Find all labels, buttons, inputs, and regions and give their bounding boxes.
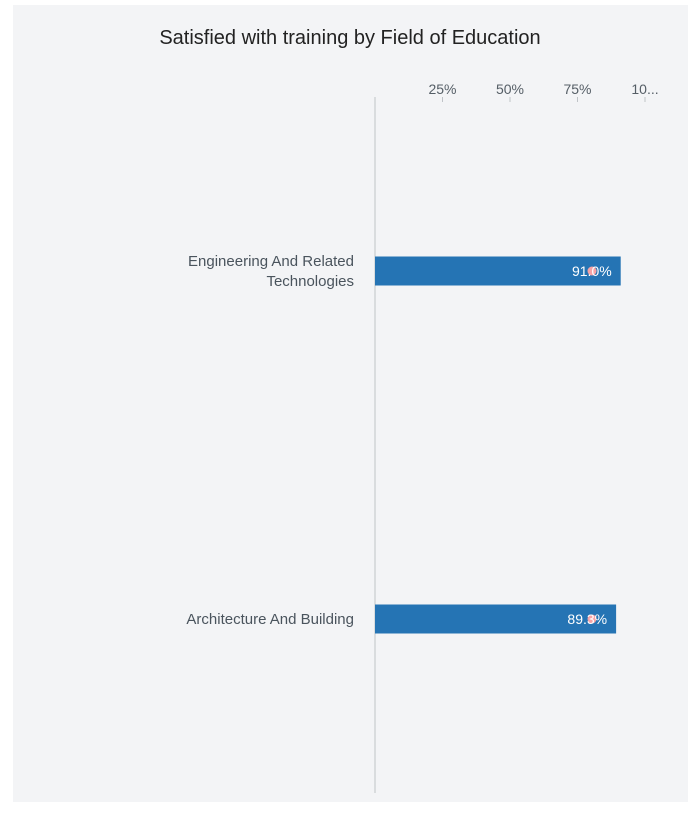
category-label: Technologies: [266, 273, 354, 290]
bars: Engineering And Related Technologies 91.0%…: [186, 253, 621, 634]
x-tick-label: 50%: [496, 81, 524, 97]
data-label: 89.3%: [567, 611, 607, 627]
x-tick-label: 75%: [563, 81, 591, 97]
chart-title: Satisfied with training by Field of Educ…: [159, 27, 540, 49]
bar: [375, 604, 617, 634]
data-label: 91.0%: [572, 263, 612, 279]
x-tick-label: 25%: [428, 81, 456, 97]
bar: [375, 256, 621, 286]
category-label: Engineering And Related: [188, 253, 354, 270]
chart-panel: [13, 5, 688, 802]
category-label: Architecture And Building: [186, 611, 354, 628]
target-marker: [587, 614, 597, 624]
target-marker: [587, 266, 597, 276]
x-tick-label: 10...: [631, 81, 658, 97]
x-axis: 25% 50% 75% 10...: [374, 81, 659, 793]
